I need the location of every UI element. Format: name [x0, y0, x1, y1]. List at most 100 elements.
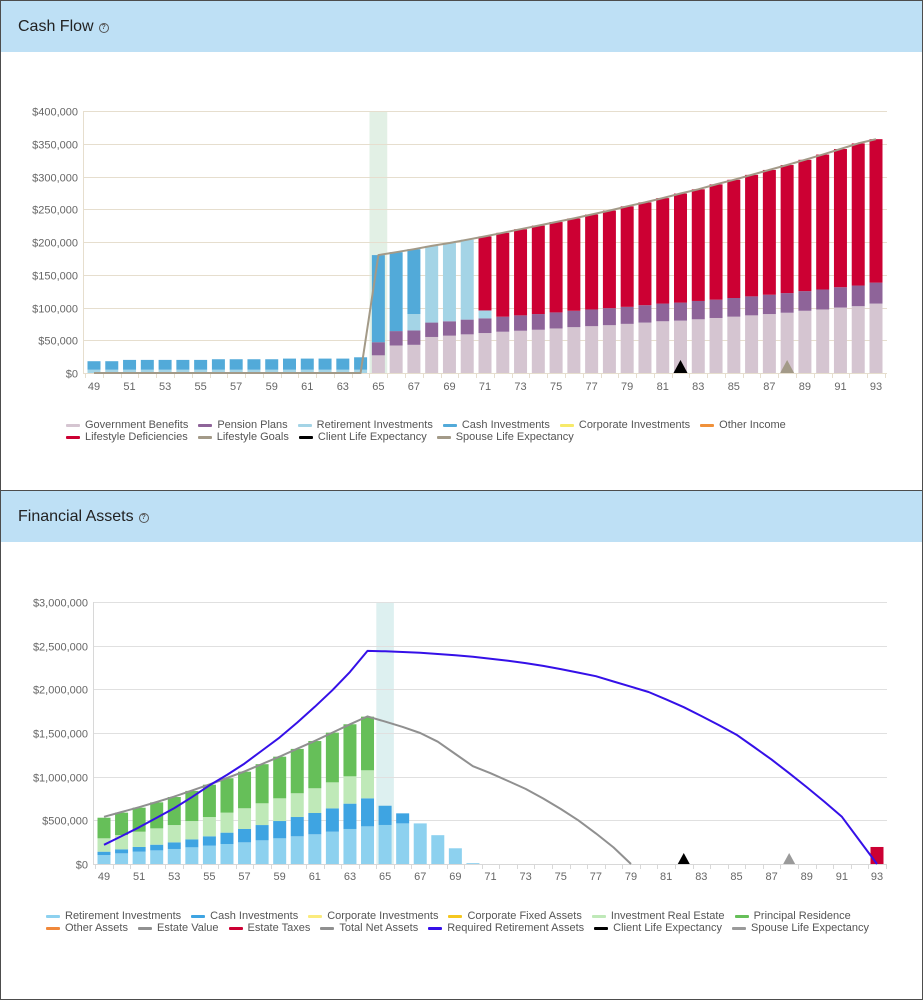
bar-investment-real-estate — [325, 782, 339, 809]
x-tick-label: 89 — [801, 871, 813, 883]
marker-spouse-life-expectancy — [780, 360, 795, 373]
bar-investment-real-estate — [202, 817, 216, 837]
legend-swatch — [66, 423, 80, 427]
bar-principal-residence — [273, 756, 287, 799]
y-tick-label: $400,000 — [32, 107, 78, 119]
legend-item-pension-plans[interactable]: Pension Plans — [198, 419, 288, 431]
bar-pension-plans — [762, 294, 776, 315]
x-tick-label: 77 — [586, 381, 598, 393]
legend-item-corporate-fixed-assets[interactable]: Corporate Fixed Assets — [448, 910, 582, 922]
legend-item-retirement-investments[interactable]: Retirement Investments — [297, 419, 433, 431]
x-tick-label: 75 — [550, 381, 562, 393]
legend-item-cash-investments[interactable]: Cash Investments — [191, 910, 298, 922]
legend-item-client-life-expectancy[interactable]: Client Life Expectancy — [594, 922, 722, 934]
legend-item-client-life-expectancy[interactable]: Client Life Expectancy — [298, 431, 427, 443]
bar-lifestyle-deficiencies — [727, 179, 741, 299]
bar-retirement-investments — [448, 848, 462, 864]
x-tick-label: 59 — [266, 381, 278, 393]
legend-item-total-net-assets[interactable]: Total Net Assets — [320, 922, 418, 934]
financial-assets-panel: Financial Assets ? $0 $500,000 $1,000,000 $… — [0, 490, 923, 1000]
legend-label: Corporate Fixed Assets — [467, 910, 582, 922]
bar-cash-investments — [300, 358, 314, 370]
bar-investment-real-estate — [361, 770, 375, 799]
bar-principal-residence — [255, 764, 269, 804]
bar-investment-real-estate — [220, 812, 234, 833]
legend-item-lifestyle-goals[interactable]: Lifestyle Goals — [197, 431, 289, 443]
legend-swatch — [428, 926, 443, 930]
question-circle-icon[interactable]: ? — [98, 23, 109, 33]
bar-government-benefits — [567, 327, 581, 373]
bar-investment-real-estate — [273, 798, 287, 822]
bar-cash-investments — [371, 255, 385, 343]
line-lifestyle-goals — [94, 138, 877, 374]
legend-item-government-benefits[interactable]: Government Benefits — [66, 419, 188, 431]
legend-item-estate-value[interactable]: Estate Value — [137, 922, 219, 934]
bar-retirement-investments — [413, 823, 427, 864]
question-circle-icon[interactable]: ? — [138, 513, 149, 523]
bar-pension-plans — [514, 315, 528, 331]
legend-label: Government Benefits — [85, 419, 189, 431]
legend-item-retirement-investments[interactable]: Retirement Investments — [46, 910, 181, 922]
x-tick-label: 87 — [765, 871, 777, 883]
x-tick-label: 51 — [123, 381, 135, 393]
legend-item-spouse-life-expectancy[interactable]: Spouse Life Expectancy — [732, 922, 869, 934]
bar-government-benefits — [691, 319, 705, 373]
legend-item-investment-real-estate[interactable]: Investment Real Estate — [591, 910, 725, 922]
legend-item-lifestyle-deficiencies[interactable]: Lifestyle Deficiencies — [66, 431, 188, 443]
x-tick-label: 63 — [337, 381, 349, 393]
bar-retirement-investments — [87, 369, 101, 373]
bar-pension-plans — [389, 331, 403, 346]
legend-item-principal-residence[interactable]: Principal Residence — [734, 910, 851, 922]
bar-retirement-investments — [105, 369, 119, 373]
legend-swatch — [308, 914, 323, 918]
y-tick-label: $300,000 — [32, 173, 78, 185]
legend-swatch — [298, 435, 313, 439]
legend-item-other-income[interactable]: Other Income — [700, 419, 786, 431]
bar-investment-real-estate — [290, 793, 304, 818]
legend-swatch — [448, 914, 463, 918]
bar-lifestyle-deficiencies — [478, 236, 492, 311]
bar-pension-plans — [727, 298, 741, 317]
bar-retirement-investments — [308, 834, 322, 864]
bar-government-benefits — [389, 345, 403, 373]
legend-item-corporate-investments[interactable]: Corporate Investments — [308, 910, 438, 922]
legend-item-spouse-life-expectancy[interactable]: Spouse Life Expectancy — [436, 431, 574, 443]
bar-pension-plans — [780, 293, 794, 313]
legend-item-corporate-investments[interactable]: Corporate Investments — [559, 419, 690, 431]
bar-cash-investments — [211, 359, 225, 370]
legend-label: Spouse Life Expectancy — [751, 922, 870, 934]
bar-government-benefits — [442, 335, 456, 373]
y-tick-label: $100,000 — [32, 304, 78, 316]
x-tick-label: 65 — [379, 871, 391, 883]
x-tick-label: 71 — [484, 871, 496, 883]
bar-cash-investments — [132, 846, 146, 852]
bar-government-benefits — [496, 331, 510, 373]
cash-flow-header: Cash Flow ? — [1, 1, 922, 52]
bar-retirement-investments — [325, 831, 339, 864]
bar-retirement-investments — [273, 838, 287, 864]
bar-pension-plans — [674, 302, 687, 321]
x-tick-label: 55 — [195, 381, 207, 393]
x-tick-label: 63 — [344, 871, 356, 883]
bar-retirement-investments — [229, 369, 243, 373]
bar-retirement-investments — [167, 848, 181, 864]
bar-retirement-investments — [361, 826, 375, 864]
bar-pension-plans — [425, 322, 439, 337]
legend-item-estate-taxes[interactable]: Estate Taxes — [228, 922, 310, 934]
legend-swatch — [46, 926, 60, 930]
legend-item-other-assets[interactable]: Other Assets — [46, 922, 128, 934]
bar-cash-investments — [176, 359, 190, 370]
bar-principal-residence — [167, 797, 181, 826]
legend-label: Retirement Investments — [65, 910, 182, 922]
legend-label: Principal Residence — [753, 910, 851, 922]
x-tick-label: 85 — [728, 381, 740, 393]
bar-retirement-investments — [176, 369, 190, 373]
bar-retirement-investments — [396, 823, 410, 864]
legend-item-required-retirement-assets[interactable]: Required Retirement Assets — [428, 922, 584, 934]
bar-pension-plans — [496, 316, 510, 332]
bar-pension-plans — [638, 305, 652, 323]
legend-item-cash-investments[interactable]: Cash Investments — [442, 419, 550, 431]
bar-government-benefits — [620, 323, 634, 373]
legend-swatch — [436, 435, 451, 439]
bar-cash-investments — [308, 812, 322, 835]
